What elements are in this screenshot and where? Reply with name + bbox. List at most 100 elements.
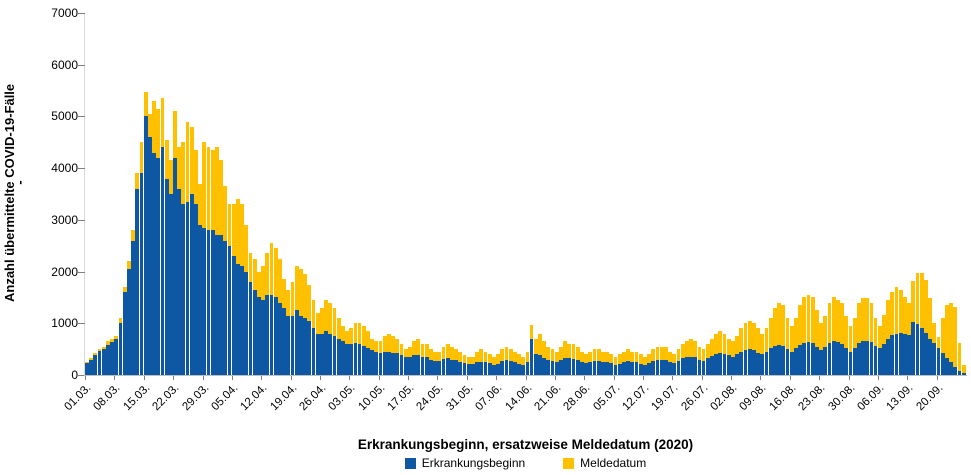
y-tick-mark xyxy=(78,116,85,118)
bar-2020-08-16-meldedatum xyxy=(789,325,794,352)
bar-2020-07-09-meldedatum xyxy=(630,351,635,362)
bar-2020-09-01-erkrankungsbeginn xyxy=(856,342,861,375)
bar-2020-07-18-erkrankungsbeginn xyxy=(668,362,672,375)
bar-2020-03-12-meldedatum xyxy=(131,230,135,241)
bar-2020-06-02-erkrankungsbeginn xyxy=(475,362,479,375)
legend-label-erkrankungsbeginn: Erkrankungsbeginn xyxy=(421,456,526,470)
x-tick-mark xyxy=(173,376,175,380)
bar-2020-06-27-erkrankungsbeginn xyxy=(580,361,584,375)
bar-2020-04-17-meldedatum xyxy=(282,279,286,308)
y-axis-title: Anzahl übermittelte COVID-19-Fälle xyxy=(2,83,17,302)
bar-2020-06-17-erkrankungsbeginn xyxy=(538,355,542,375)
x-tick-mark xyxy=(613,376,615,380)
bar-2020-03-15-erkrankungsbeginn xyxy=(143,116,148,375)
bar-2020-09-17-meldedatum xyxy=(924,279,928,333)
bar-2020-08-18-erkrankungsbeginn xyxy=(798,345,802,375)
bar-2020-07-14-erkrankungsbeginn xyxy=(651,361,656,375)
bar-2020-05-03-meldedatum xyxy=(349,328,354,344)
bar-2020-06-07-meldedatum xyxy=(496,354,500,364)
bar-2020-06-28-meldedatum xyxy=(584,354,589,364)
bar-2020-03-16-meldedatum xyxy=(147,113,152,138)
bar-2020-04-05-erkrankungsbeginn xyxy=(231,256,236,375)
bar-2020-04-28-erkrankungsbeginn xyxy=(328,333,333,375)
bar-2020-05-07-meldedatum xyxy=(366,331,370,349)
bar-2020-05-27-erkrankungsbeginn xyxy=(449,359,454,375)
bar-2020-05-18-meldedatum xyxy=(412,341,417,356)
bar-2020-08-17-meldedatum xyxy=(794,318,798,349)
bar-2020-04-01-erkrankungsbeginn xyxy=(215,235,219,375)
bar-2020-09-11-meldedatum xyxy=(898,289,903,333)
bar-2020-04-01-meldedatum xyxy=(215,147,219,236)
x-tick-mark xyxy=(731,376,733,380)
bar-2020-08-29-erkrankungsbeginn xyxy=(844,348,849,375)
bar-2020-03-29-meldedatum xyxy=(202,142,207,228)
bar-2020-08-13-erkrankungsbeginn xyxy=(777,345,781,375)
x-tick-mark xyxy=(85,376,86,380)
legend-swatch-erkrankungsbeginn xyxy=(404,457,416,469)
bar-2020-05-31-erkrankungsbeginn xyxy=(466,363,471,375)
bar-2020-05-22-erkrankungsbeginn xyxy=(429,359,433,375)
bar-2020-07-25-erkrankungsbeginn xyxy=(697,359,702,375)
bar-2020-05-09-erkrankungsbeginn xyxy=(374,351,379,375)
bar-2020-08-15-erkrankungsbeginn xyxy=(785,349,790,375)
bar-2020-09-03-meldedatum xyxy=(865,298,870,341)
bar-2020-06-19-meldedatum xyxy=(546,346,551,360)
bar-2020-05-15-meldedatum xyxy=(399,343,404,356)
bar-2020-07-28-erkrankungsbeginn xyxy=(710,355,714,375)
bar-2020-08-23-meldedatum xyxy=(819,323,823,351)
bar-2020-06-05-meldedatum xyxy=(487,354,492,364)
x-tick-mark xyxy=(672,376,674,380)
y-tick-mark xyxy=(78,271,85,273)
bar-2020-03-09-meldedatum xyxy=(118,318,123,324)
bar-2020-03-24-erkrankungsbeginn xyxy=(181,204,186,375)
bar-2020-06-09-erkrankungsbeginn xyxy=(504,360,509,375)
bar-2020-05-24-erkrankungsbeginn xyxy=(437,360,442,375)
bar-2020-05-23-meldedatum xyxy=(433,351,437,361)
bar-2020-05-03-erkrankungsbeginn xyxy=(349,343,354,375)
bar-2020-07-15-erkrankungsbeginn xyxy=(655,360,660,375)
bar-2020-08-22-meldedatum xyxy=(814,310,819,347)
x-tick-mark xyxy=(789,376,791,380)
bar-2020-03-25-erkrankungsbeginn xyxy=(185,201,190,375)
bar-2020-03-21-meldedatum xyxy=(168,160,173,194)
bar-2020-07-11-meldedatum xyxy=(638,354,643,364)
bar-2020-05-25-erkrankungsbeginn xyxy=(441,358,446,375)
x-tick-mark xyxy=(378,376,380,380)
bar-2020-06-23-erkrankungsbeginn xyxy=(563,357,568,375)
plot-area xyxy=(85,13,966,375)
bar-2020-08-19-meldedatum xyxy=(802,297,807,343)
bar-2020-06-11-erkrankungsbeginn xyxy=(512,362,517,375)
y-tick-label: 1000 xyxy=(51,316,78,331)
bar-2020-03-26-meldedatum xyxy=(189,126,194,194)
bar-2020-05-13-meldedatum xyxy=(391,336,396,353)
bar-2020-05-30-meldedatum xyxy=(462,355,467,364)
bar-2020-03-11-erkrankungsbeginn xyxy=(126,269,131,375)
bar-2020-07-06-erkrankungsbeginn xyxy=(617,363,622,375)
bar-2020-09-26-meldedatum xyxy=(961,365,966,374)
bar-2020-09-19-erkrankungsbeginn xyxy=(932,342,937,375)
bar-2020-07-11-erkrankungsbeginn xyxy=(638,363,643,375)
bar-2020-09-14-erkrankungsbeginn xyxy=(911,322,916,375)
bar-2020-07-04-meldedatum xyxy=(609,354,614,364)
bar-2020-05-25-meldedatum xyxy=(441,346,446,359)
bar-2020-07-10-meldedatum xyxy=(634,351,639,363)
bar-2020-07-23-meldedatum xyxy=(689,338,693,357)
bar-2020-09-16-erkrankungsbeginn xyxy=(919,328,924,375)
bar-2020-04-03-erkrankungsbeginn xyxy=(223,240,228,375)
x-tick-mark xyxy=(466,376,468,380)
bar-2020-04-17-erkrankungsbeginn xyxy=(282,307,286,375)
bar-2020-08-20-meldedatum xyxy=(806,294,811,342)
bar-2020-07-13-meldedatum xyxy=(647,354,651,364)
bar-2020-08-31-meldedatum xyxy=(852,318,857,348)
bar-2020-08-05-erkrankungsbeginn xyxy=(743,350,748,375)
bar-2020-04-02-erkrankungsbeginn xyxy=(219,235,224,375)
bar-2020-06-24-meldedatum xyxy=(567,343,572,359)
bar-2020-07-05-meldedatum xyxy=(613,356,618,365)
bar-2020-04-02-meldedatum xyxy=(219,160,224,236)
bar-2020-06-30-erkrankungsbeginn xyxy=(592,360,597,375)
bar-2020-08-22-erkrankungsbeginn xyxy=(814,346,819,375)
bar-2020-04-11-meldedatum xyxy=(257,271,261,298)
bar-2020-09-18-erkrankungsbeginn xyxy=(928,338,933,375)
bar-2020-07-30-erkrankungsbeginn xyxy=(718,353,723,375)
bar-2020-05-04-meldedatum xyxy=(353,323,358,343)
